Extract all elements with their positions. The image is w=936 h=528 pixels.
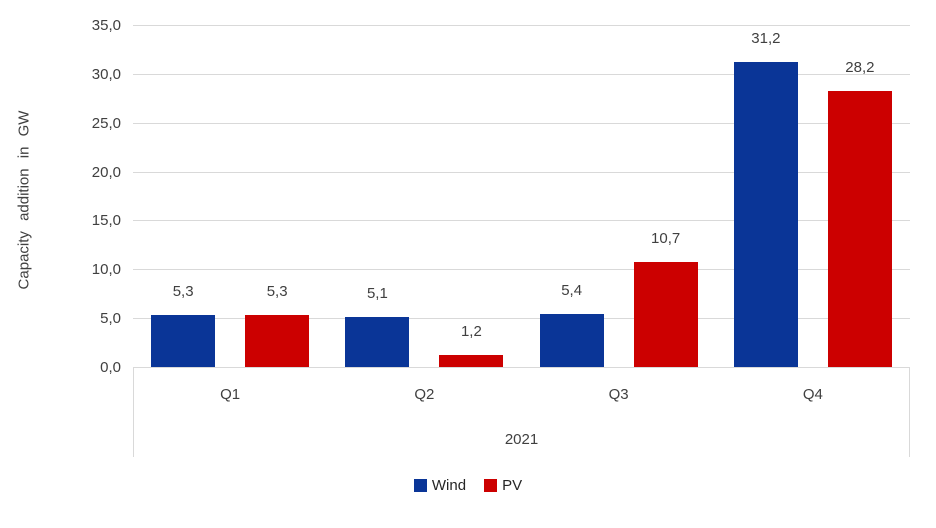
gridline: [133, 122, 910, 124]
data-label-wind-q4: 31,2: [751, 30, 781, 48]
category-axis-separator-right: [909, 367, 910, 457]
y-axis-tick-label: 30,0: [91, 65, 121, 83]
gridline: [133, 73, 910, 75]
x-axis-year-label: 2021: [504, 431, 539, 448]
legend-swatch-pv: [484, 479, 498, 492]
gridline: [133, 367, 910, 368]
data-label-pv-q4: 28,2: [845, 59, 875, 77]
legend: Wind PV: [0, 477, 936, 494]
x-axis-tick-label-q1: Q1: [220, 386, 241, 403]
gridline: [133, 318, 910, 320]
bar-pv-q4: [827, 91, 892, 367]
data-label-wind-q3: 5,4: [561, 282, 583, 300]
legend-item-wind: Wind: [413, 477, 467, 494]
data-label-wind-q2: 5,1: [366, 285, 388, 303]
gridline: [133, 25, 910, 26]
gridline: [133, 171, 910, 173]
bar-pv-q1: [245, 315, 310, 367]
y-axis-title: Capacity addition in GW: [15, 110, 33, 290]
x-axis-tick-label-q2: Q2: [414, 386, 435, 403]
y-axis-tick-label: 15,0: [91, 212, 121, 230]
legend-label-wind: Wind: [431, 477, 467, 494]
x-axis-tick-label-q3: Q3: [608, 386, 629, 403]
bar-wind-q2: [345, 317, 410, 367]
legend-swatch-wind: [413, 479, 427, 492]
bar-pv-q2: [439, 355, 504, 367]
bar-pv-q3: [633, 262, 698, 367]
bar-wind-q1: [151, 315, 216, 367]
bar-wind-q4: [733, 62, 798, 367]
bar-wind-q3: [539, 314, 604, 367]
data-label-pv-q3: 10,7: [651, 230, 681, 248]
plot-area: 5,3 5,3 5,1 1,2 5,4 10,7 31,2 28,2: [133, 25, 910, 368]
category-axis-separator-left: [133, 367, 134, 457]
legend-label-pv: PV: [502, 477, 523, 494]
legend-item-pv: PV: [484, 477, 522, 494]
data-label-wind-q1: 5,3: [172, 283, 194, 301]
y-axis-tick-label: 25,0: [91, 114, 121, 132]
y-axis-tick-label: 0,0: [100, 359, 121, 376]
y-axis-tick-label: 5,0: [100, 310, 121, 328]
x-axis-tick-label-q4: Q4: [802, 386, 823, 403]
gridline: [133, 269, 910, 271]
data-label-pv-q2: 1,2: [460, 323, 482, 341]
y-axis-tick-label: 10,0: [91, 261, 121, 279]
gridline: [133, 220, 910, 222]
y-axis-tick-label: 35,0: [91, 17, 121, 34]
y-axis-tick-label: 20,0: [91, 163, 121, 181]
data-label-pv-q1: 5,3: [266, 283, 288, 301]
